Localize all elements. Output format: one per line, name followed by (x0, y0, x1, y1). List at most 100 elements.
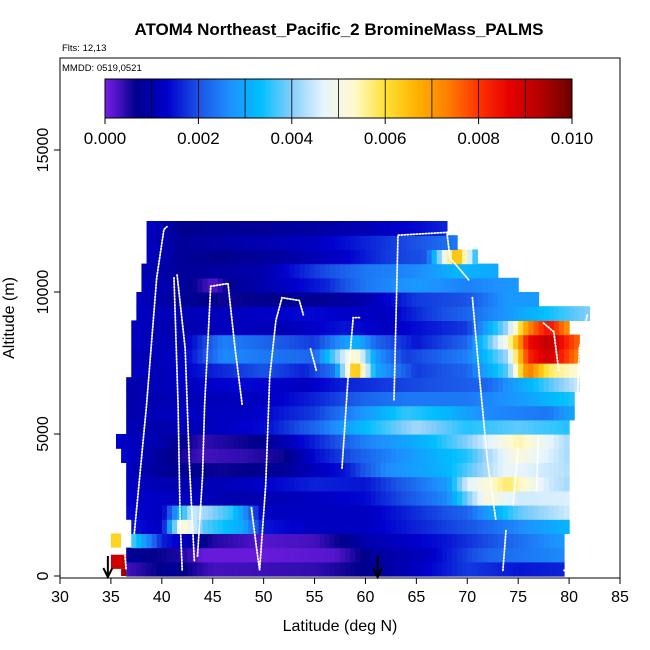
heatmap-cell (192, 348, 199, 364)
colorbar-segment (494, 79, 498, 118)
heatmap-cell (156, 561, 163, 577)
heatmap-cell (202, 320, 209, 336)
heatmap-cell (385, 320, 392, 336)
heatmap-cell (222, 434, 229, 449)
heatmap-cell (416, 391, 423, 407)
heatmap-cell (385, 462, 392, 478)
heatmap-cell (375, 505, 382, 520)
heatmap-cell (518, 363, 524, 378)
heatmap-cell (406, 419, 412, 435)
heatmap-cell (370, 391, 377, 407)
heatmap-cell (426, 519, 433, 534)
heatmap-cell (340, 476, 346, 492)
heatmap-cell (197, 377, 204, 392)
heatmap-cell (151, 448, 158, 463)
heatmap-cell (172, 561, 178, 577)
heatmap-cell (166, 419, 173, 435)
colorbar-segment (378, 79, 382, 118)
heatmap-cell (238, 490, 244, 506)
heatmap-cell (294, 320, 300, 336)
heatmap-cell (467, 476, 473, 492)
heatmap-cell (502, 561, 509, 577)
heatmap-cell (278, 235, 285, 250)
heatmap-cell (462, 561, 468, 577)
heatmap-cell (202, 306, 209, 321)
colorbar-segment (207, 79, 211, 118)
heatmap-cell (212, 533, 219, 549)
heatmap-cell (426, 476, 433, 492)
heatmap-cell (161, 306, 168, 321)
heatmap-cell (548, 320, 555, 336)
colorbar-segment (254, 79, 258, 118)
heatmap-cell (314, 547, 321, 563)
heatmap-cell (340, 320, 346, 336)
heatmap-cell (207, 476, 214, 492)
heatmap-cell (304, 419, 311, 435)
flight-track (542, 322, 560, 373)
flight-track (173, 276, 184, 572)
heatmap-cell (375, 519, 382, 534)
heatmap-cell (411, 363, 417, 378)
heatmap-cell (533, 405, 540, 421)
heatmap-cell (401, 505, 407, 520)
heatmap-cell (564, 391, 570, 407)
heatmap-cell (502, 277, 509, 293)
heatmap-cell (370, 277, 377, 293)
heatmap-cell (355, 547, 361, 563)
colorbar-segment (247, 79, 251, 118)
heatmap-cell (228, 405, 234, 421)
heatmap-cell (294, 448, 300, 463)
colorbar-segment (529, 79, 533, 118)
colorbar-segment (345, 79, 349, 118)
heatmap-cell (553, 320, 560, 336)
heatmap-cell (177, 263, 183, 279)
heatmap-cell (548, 505, 555, 520)
heatmap-cell (360, 405, 367, 421)
heatmap-cell (497, 561, 504, 577)
heatmap-cell (467, 419, 473, 435)
colorbar-segment (163, 79, 167, 118)
heatmap-cell (513, 405, 519, 421)
heatmap-cell (533, 505, 540, 520)
heatmap-cell (146, 249, 153, 265)
heatmap-cell (309, 334, 316, 350)
heatmap-cell (401, 547, 407, 563)
colorbar-segment (219, 79, 223, 118)
heatmap-cell (345, 249, 351, 265)
heatmap-cell (436, 462, 443, 478)
heatmap-cell (375, 292, 382, 307)
heatmap-cell (161, 547, 168, 563)
heatmap-cell (436, 448, 443, 463)
heatmap-cell (151, 348, 158, 364)
heatmap-cell (299, 391, 305, 407)
heatmap-cell (202, 277, 209, 293)
heatmap-cell (299, 363, 305, 378)
heatmap-cell (228, 462, 234, 478)
heatmap-cell (375, 306, 382, 321)
heatmap-cell (518, 320, 524, 336)
heatmap-cell (370, 363, 377, 378)
heatmap-cell (477, 505, 484, 520)
heatmap-cell (528, 306, 535, 321)
heatmap-cell (497, 306, 504, 321)
heatmap-cell (497, 448, 504, 463)
heatmap-cell (492, 334, 499, 350)
heatmap-cell (156, 334, 163, 350)
colorbar-segment (464, 79, 468, 118)
colorbar-tick-label: 0.000 (84, 129, 127, 148)
heatmap-cell (228, 419, 234, 435)
heatmap-cell (309, 462, 316, 478)
heatmap-cell (289, 263, 295, 279)
heatmap-cell (126, 391, 132, 407)
colorbar-segment (137, 79, 141, 118)
heatmap-cell (558, 561, 565, 577)
heatmap-cell (396, 519, 402, 534)
heatmap-cell (233, 448, 239, 463)
heatmap-cell (538, 348, 545, 364)
heatmap-cell (314, 277, 321, 293)
heatmap-cell (233, 419, 239, 435)
heatmap-cell (284, 476, 290, 492)
heatmap-cell (177, 561, 183, 577)
heatmap-cell (263, 419, 270, 435)
heatmap-cell (268, 405, 275, 421)
